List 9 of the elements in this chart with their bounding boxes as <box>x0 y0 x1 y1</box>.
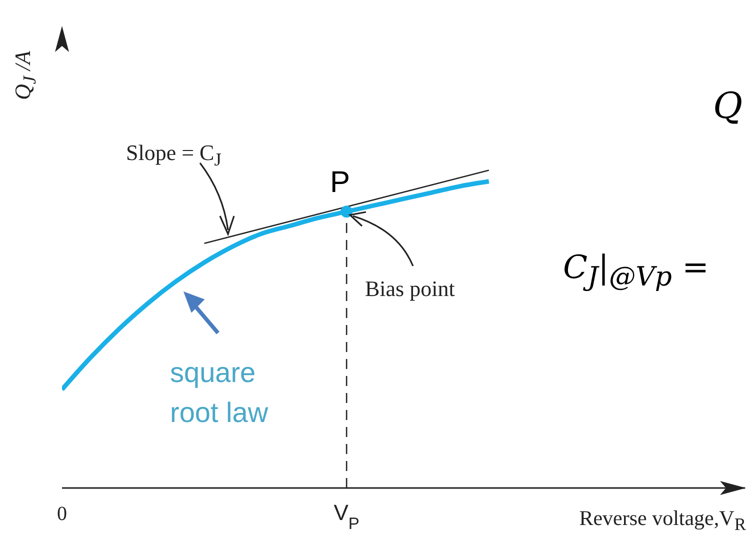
annotation: square root law <box>170 356 270 430</box>
x-tick-label: 0 <box>57 503 67 525</box>
text: Slope = C$_{J}$ <box>126 140 222 170</box>
x-axis-title: Reverse voltage,V$_{R}$ <box>579 506 746 536</box>
x-tick-label: V$_{P}$ <box>334 500 360 533</box>
annotation: Bias point <box>365 276 455 302</box>
text: Q <box>713 86 743 127</box>
annotation: P <box>330 166 350 200</box>
annotation: C$_{J}$|$_{@V}$$_{p}$ = <box>563 248 709 292</box>
